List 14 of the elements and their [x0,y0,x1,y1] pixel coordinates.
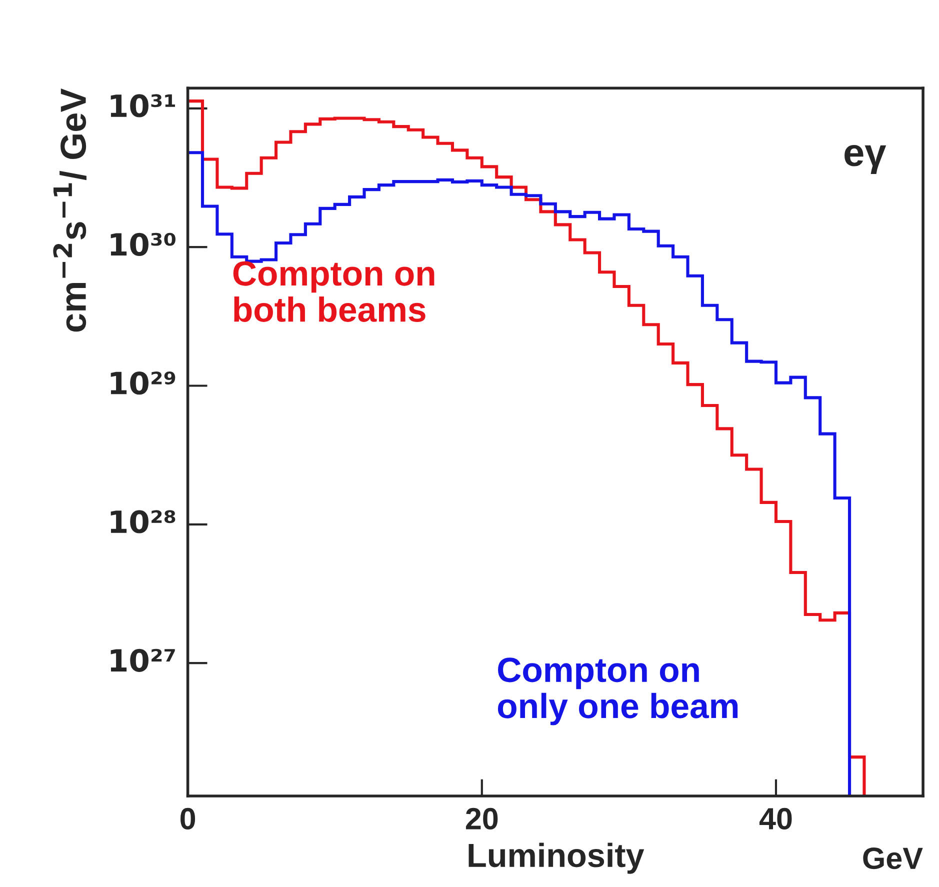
y-tick-label: 10²⁹ [110,372,176,395]
text: Compton on only one beam [498,658,738,726]
x-axis-title: GeV [863,848,923,870]
y-tick-label: 10³⁰ [110,232,176,256]
annotation: eγ [844,144,886,174]
y-tick-label: 10²⁷ [110,648,175,672]
y-axis-title: cm$^{−2}$s$^{−1}$/ GeV [53,88,86,332]
text: Luminosity [468,842,644,874]
y-tick-label: 10³¹ [110,94,175,118]
x-tick-label: 20 [466,808,498,830]
y-tick-label: 10²⁸ [110,510,176,534]
x-tick-label: 40 [759,808,792,830]
x-tick-label: 0 [180,808,196,830]
text: Compton on both beams [233,261,434,322]
